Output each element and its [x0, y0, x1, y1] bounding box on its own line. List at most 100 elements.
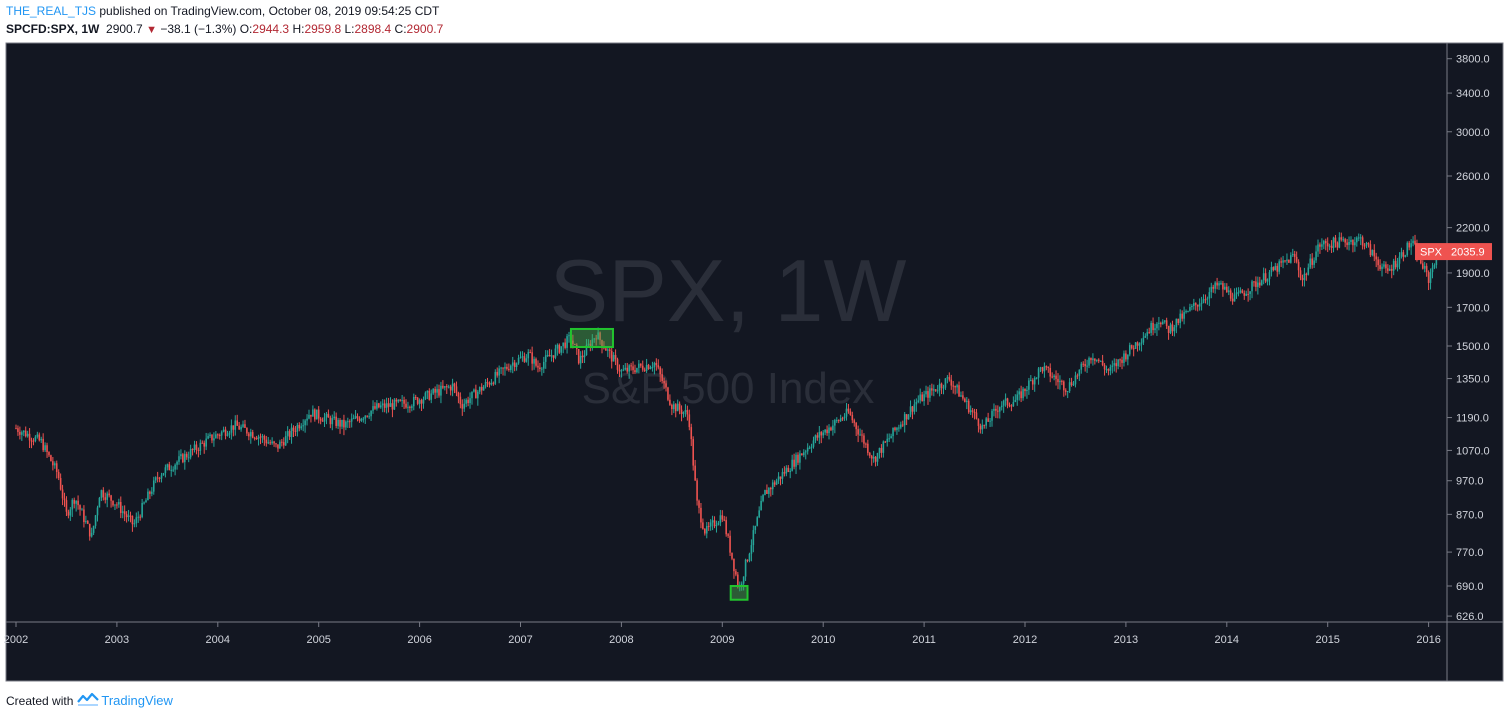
candle-body [1239, 290, 1242, 293]
candle-body [733, 558, 735, 572]
candle-body [775, 480, 778, 485]
candle-body [768, 487, 770, 494]
candle-body [783, 472, 786, 474]
candle-body [977, 418, 980, 426]
candle-body [1022, 388, 1024, 399]
candle-body [1055, 375, 1057, 379]
close-label: C: [394, 22, 407, 36]
price-tick-label: 626.0 [1456, 611, 1484, 623]
candle-body [1381, 266, 1383, 270]
candle-body [1278, 261, 1280, 272]
candle-body [1257, 282, 1259, 287]
candle-body [698, 500, 700, 508]
candle-body [1008, 405, 1011, 407]
candle-body [90, 532, 93, 537]
candle-body [626, 367, 629, 372]
candle-body [983, 424, 986, 426]
close-value: 2900.7 [406, 22, 444, 36]
candle-body [692, 439, 694, 466]
candle-body [137, 516, 140, 518]
candle-body [457, 392, 460, 397]
candle-body [504, 366, 506, 369]
candle-body [215, 434, 217, 439]
candle-body [449, 386, 452, 391]
candle-body [1408, 242, 1410, 248]
candle-body [529, 352, 532, 354]
candle-body [21, 432, 23, 435]
candle-body [300, 426, 303, 429]
candle-body [857, 429, 859, 435]
candle-body [473, 389, 475, 392]
candle-body [242, 424, 244, 427]
candle-body [1161, 321, 1164, 325]
candle-body [451, 383, 454, 391]
candle-body [865, 443, 867, 445]
candle-body [1030, 380, 1032, 382]
candle-body [933, 389, 935, 391]
candle-body [482, 386, 485, 391]
candle-body [1183, 312, 1185, 319]
candle-body [1342, 239, 1345, 241]
tradingview-brand[interactable]: TradingView [101, 693, 173, 708]
candle-body [129, 515, 132, 517]
candle-body [601, 340, 603, 347]
candle-body [1175, 318, 1178, 328]
price-axis[interactable]: 3800.0 3400.0 3000.0 2600.0 2200.0 1900.0 1700… [1447, 54, 1490, 623]
candle-body [75, 500, 77, 504]
candle-body [583, 355, 586, 358]
candle-body [100, 490, 103, 498]
candle-body [374, 406, 376, 409]
candle-body [1328, 245, 1331, 247]
candle-body [281, 441, 283, 443]
candle-body [271, 441, 273, 444]
candle-body [267, 442, 270, 444]
tradingview-logo-icon[interactable] [77, 692, 100, 709]
candle-body [1092, 358, 1094, 361]
candle-body [731, 552, 733, 559]
candle-body [1297, 261, 1300, 271]
candle-body [756, 517, 759, 526]
price-tick-label: 870.0 [1456, 509, 1484, 521]
candle-body [279, 441, 281, 449]
candle-body [643, 369, 646, 371]
candle-body [1272, 267, 1275, 271]
candle-body [523, 356, 526, 362]
candle-body [676, 403, 679, 412]
candle-body [469, 398, 471, 404]
candle-body [463, 403, 466, 409]
candle-body [859, 434, 861, 436]
highlight-box[interactable] [729, 585, 749, 601]
candle-body [114, 504, 116, 506]
candle-body [975, 412, 978, 419]
candle-body [1410, 243, 1412, 248]
candle-body [467, 399, 469, 404]
candle-body [166, 464, 169, 468]
candle-body [719, 515, 722, 523]
candle-body [1094, 358, 1096, 361]
highlight-box[interactable] [569, 327, 614, 349]
candle-body [661, 374, 663, 382]
candle-body [958, 385, 960, 397]
candle-body [312, 409, 314, 417]
candle-body [83, 509, 85, 523]
candle-body [486, 382, 489, 384]
candle-body [284, 435, 287, 446]
candle-body [560, 346, 563, 353]
candle-body [397, 399, 400, 402]
author-link[interactable]: THE_REAL_TJS [6, 4, 97, 18]
candle-body [828, 427, 830, 434]
candle-body [820, 432, 823, 436]
candle-body [430, 393, 433, 400]
candle-body [195, 444, 198, 450]
candle-body [343, 419, 345, 428]
price-chart[interactable]: SPX, 1W S&P 500 Index 3800.0 3400.0 3000.0… [0, 40, 1508, 685]
candle-body [498, 368, 500, 376]
candle-body [1258, 282, 1261, 286]
footer: Created with TradingView [6, 692, 173, 709]
candle-body [1359, 237, 1362, 239]
candle-body [876, 453, 879, 462]
candle-body [1125, 353, 1127, 360]
candle-body [630, 365, 632, 367]
candle-body [960, 395, 962, 397]
time-axis[interactable]: 2002 2003 2004 2005 2006 2007 2008 2009 2010 2011… [4, 622, 1441, 646]
